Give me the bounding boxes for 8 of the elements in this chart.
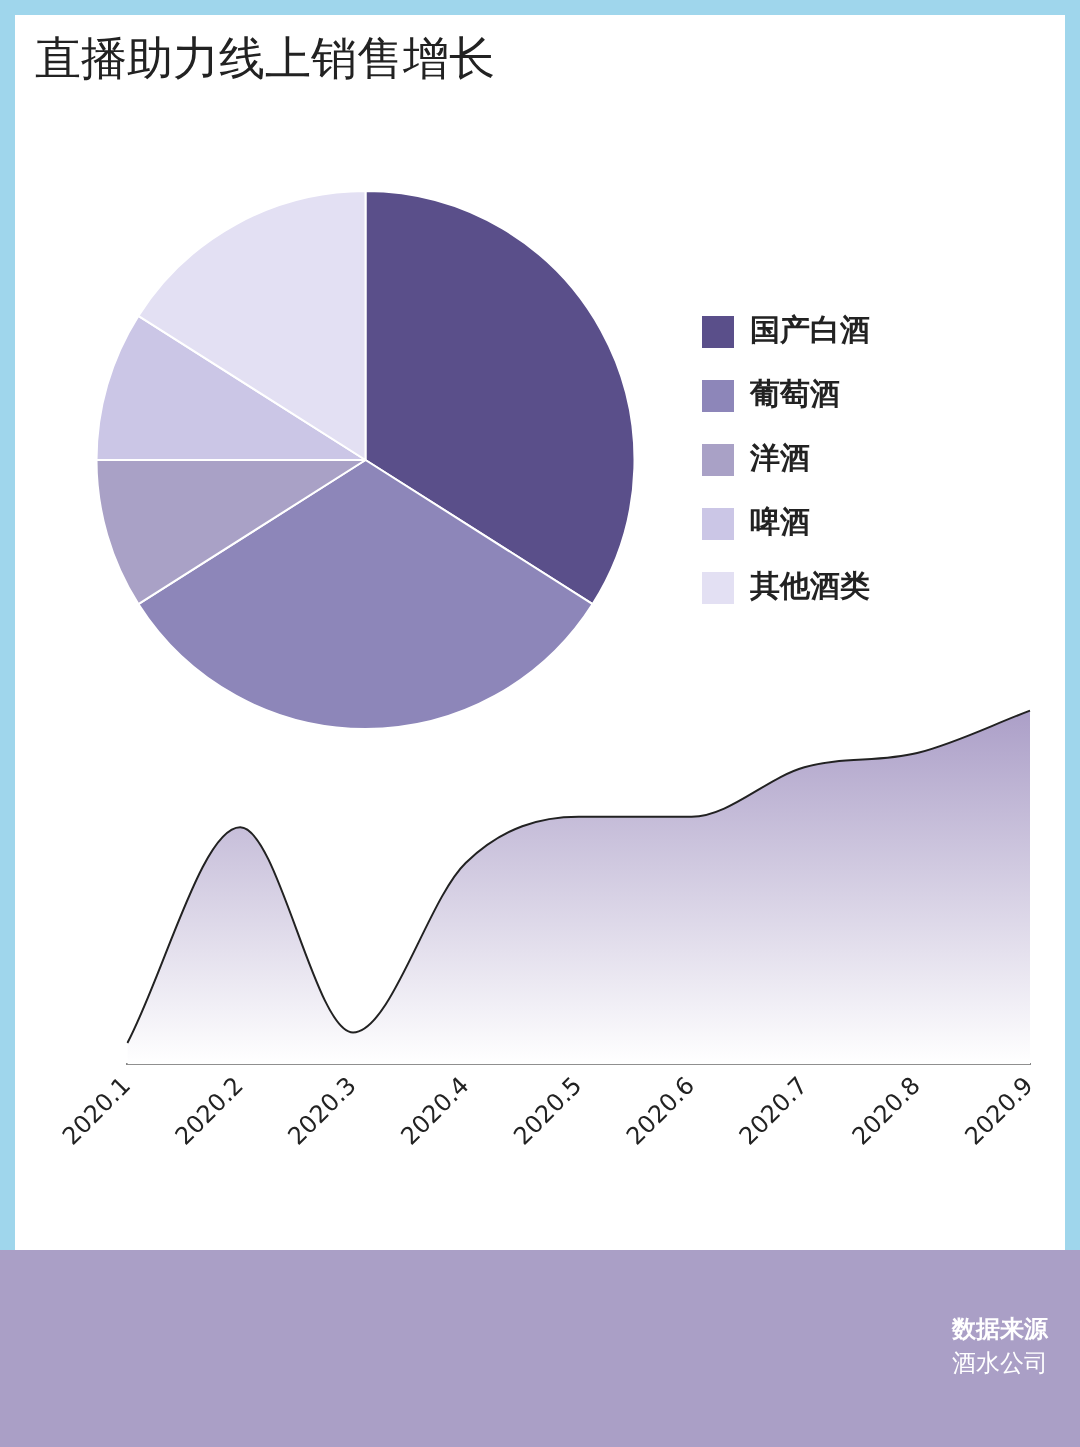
legend-label: 其他酒类 xyxy=(749,567,870,603)
chart-title: 直播助力线上销售增长 xyxy=(35,30,495,87)
legend-label: 葡萄酒 xyxy=(749,375,840,411)
text: 数据来源 xyxy=(952,1314,1048,1345)
legend-label: 洋酒 xyxy=(749,439,810,475)
legend-label: 国产白酒 xyxy=(750,311,870,347)
text: 酒水公司 xyxy=(952,1348,1048,1379)
legend-label: 啤酒 xyxy=(750,503,810,539)
